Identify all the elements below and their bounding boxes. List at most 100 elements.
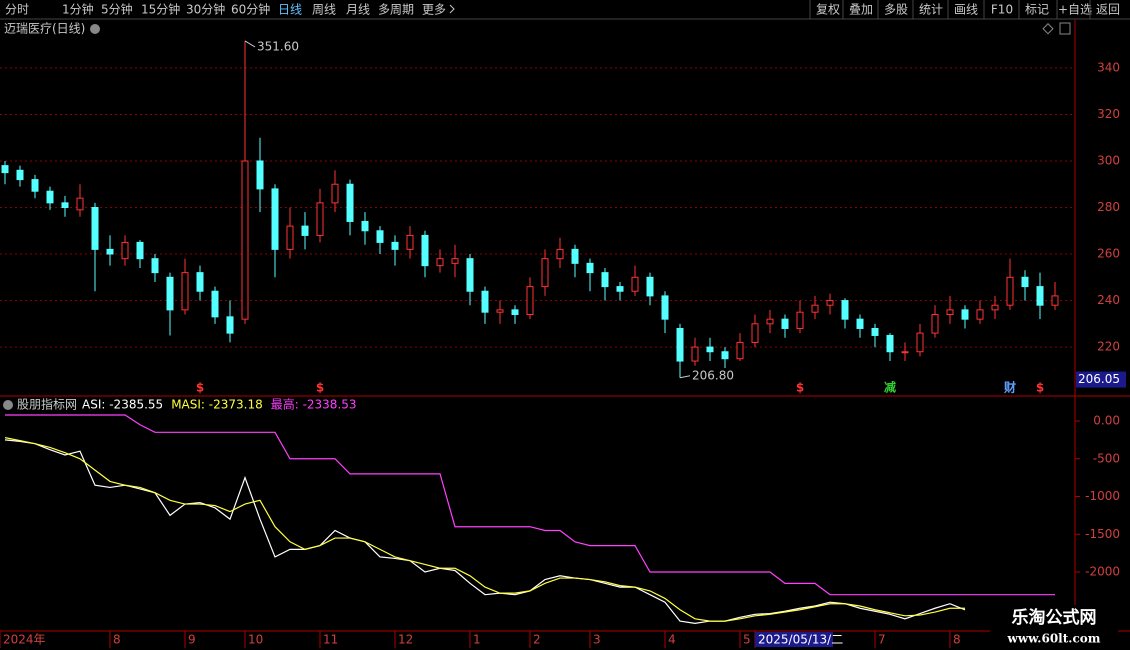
y-tick-label: -1500 — [1085, 527, 1120, 541]
candle-body — [451, 258, 459, 264]
y-tick-label: -1000 — [1085, 489, 1120, 503]
candle-body — [931, 314, 939, 334]
indicator-line — [4, 437, 965, 622]
candle-body — [556, 248, 564, 260]
x-tick-label: 8 — [953, 633, 961, 647]
event-marker: $ — [196, 381, 204, 395]
toolbar-button[interactable]: 复权 — [816, 3, 840, 17]
candle-body — [646, 276, 654, 297]
candle-body — [721, 351, 729, 360]
candle-body — [706, 346, 714, 353]
toolbar-tab[interactable]: 1分钟 — [62, 2, 94, 17]
candle-body — [1006, 276, 1014, 306]
indicator-menu-icon — [3, 400, 13, 410]
candle-body — [376, 230, 384, 243]
candle-body — [766, 318, 774, 325]
candle-body — [871, 327, 879, 336]
candle-body — [811, 304, 819, 313]
candle-body — [1051, 295, 1059, 306]
x-tick-label: 12 — [398, 633, 413, 647]
indicator-title: 股朋指标网 — [17, 397, 77, 412]
candle-body — [196, 272, 204, 292]
x-tick-label: 2025/05/13/二 — [758, 633, 843, 647]
x-tick-label: 2 — [533, 633, 541, 647]
indicator-line — [4, 439, 966, 624]
x-tick-label: 5 — [743, 633, 751, 647]
toolbar-tab[interactable]: 多周期 — [378, 3, 414, 17]
x-tick-label: 10 — [248, 633, 263, 647]
candle-body — [481, 290, 489, 313]
toolbar-button[interactable]: 返回 — [1096, 3, 1120, 17]
toolbar-tab[interactable]: 日线 — [278, 3, 302, 17]
current-price-box — [1076, 371, 1126, 388]
toolbar-button[interactable]: 画线 — [954, 3, 978, 17]
chart-title: 迈瑞医疗(日线) — [4, 22, 85, 36]
toolbar-button[interactable]: F10 — [991, 3, 1013, 17]
toolbar-tab[interactable]: 周线 — [312, 3, 336, 17]
toolbar-button[interactable]: 标记 — [1025, 3, 1049, 17]
y-tick-label: 300 — [1097, 153, 1120, 167]
candle-body — [211, 290, 219, 318]
current-price-label: 206.05 — [1078, 372, 1120, 386]
toolbar-tab[interactable]: 月线 — [346, 3, 370, 17]
toolbar-tab[interactable]: 更多 — [422, 3, 446, 17]
watermark-bg — [990, 605, 1118, 647]
event-marker: $ — [1036, 381, 1044, 395]
candle-body — [256, 160, 264, 190]
annotation-label: 351.60 — [257, 39, 299, 53]
annotation-leader — [244, 40, 256, 48]
candle-body — [331, 183, 339, 204]
toolbar-button[interactable]: 统计 — [919, 3, 943, 17]
panel-icon — [1042, 23, 1054, 35]
y-tick-label: 260 — [1097, 247, 1120, 261]
candle-body — [736, 341, 744, 360]
toolbar-tab[interactable]: 60分钟 — [231, 2, 270, 17]
y-tick-label: -2000 — [1085, 565, 1120, 579]
candle-body — [796, 311, 804, 329]
toolbar-tab[interactable]: 15分钟 — [141, 2, 180, 17]
candle-body — [901, 351, 909, 354]
candle-body — [361, 220, 369, 232]
cursor-date-box — [755, 632, 833, 647]
candle-body — [166, 276, 174, 311]
candle-body — [436, 258, 444, 267]
x-tick-label: 4 — [668, 633, 676, 647]
candle-body — [1021, 276, 1029, 288]
candle-body — [526, 286, 534, 316]
toolbar-button[interactable]: 叠加 — [849, 3, 873, 17]
more-chevron — [449, 4, 455, 14]
candle-body — [181, 272, 189, 311]
x-tick-label: 11 — [323, 633, 338, 647]
toolbar-tab[interactable]: 30分钟 — [186, 2, 225, 17]
candle-body — [136, 241, 144, 260]
legend-entry: ASI: -2385.55 — [82, 398, 163, 412]
toolbar-button[interactable]: +自选 — [1058, 3, 1092, 17]
candle-body — [286, 225, 294, 250]
x-tick-label: 2024年 — [3, 633, 46, 647]
candle-body — [571, 248, 579, 264]
candle-body — [151, 258, 159, 274]
x-tick-label: 9 — [188, 633, 196, 647]
panel-icon — [1059, 22, 1071, 35]
candle-body — [616, 286, 624, 292]
toolbar-tab[interactable]: 5分钟 — [101, 2, 133, 17]
watermark-url: www.60lt.com — [1007, 632, 1101, 646]
indicator-line — [5, 414, 1055, 596]
y-tick-label: 320 — [1097, 107, 1120, 121]
annotation-label: 206.80 — [692, 368, 734, 382]
candle-body — [91, 207, 99, 250]
candle-body — [661, 295, 669, 320]
candle-body — [31, 179, 39, 192]
event-marker: $ — [316, 381, 324, 395]
candle-body — [406, 234, 414, 250]
candle-body — [121, 241, 129, 260]
toolbar-tab[interactable]: 分时 — [5, 3, 29, 17]
y-tick-label: 220 — [1097, 340, 1120, 354]
candle-body — [106, 248, 114, 255]
x-tick-label: 7 — [878, 633, 886, 647]
candle-body — [76, 197, 84, 211]
toolbar-button[interactable]: 多股 — [884, 3, 908, 17]
candle-body — [961, 309, 969, 320]
annotation-leader — [679, 375, 691, 379]
